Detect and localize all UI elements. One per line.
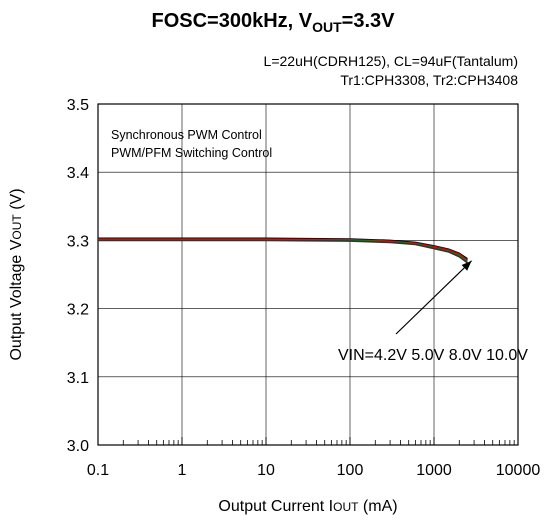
arrow-head [461, 260, 472, 271]
y-tick-label: 3.1 [67, 370, 89, 387]
chart-title: FOSC=300kHz, VOUT=3.3V [151, 10, 395, 35]
series-arrow-group: VIN=4.2V 5.0V 8.0V 10.0V [338, 260, 528, 364]
axis-titles: Output Current IOUT (mA)Output Voltage V… [8, 188, 398, 515]
y-axis-title-suffix: (V) [8, 188, 25, 214]
chart-subtitle-line: Tr1:CPH3308, Tr2:CPH3408 [340, 72, 518, 88]
x-tick-label: 10000 [496, 462, 541, 479]
chart-subtitle-line: L=22uH(CDRH125), CL=94uF(Tantalum) [264, 53, 518, 69]
x-tick-label: 1 [178, 462, 187, 479]
arrow-shaft [395, 260, 472, 335]
series-line [98, 238, 468, 263]
y-axis-title-subscript: OUT [10, 214, 24, 240]
chart-title-main: FOSC=300kHz, V [151, 10, 312, 32]
annotation-label: Synchronous PWM Control [111, 128, 262, 142]
series-label: VIN=4.2V 5.0V 8.0V 10.0V [338, 347, 528, 364]
plot-area [97, 103, 519, 446]
annotation-label: PWM/PFM Switching Control [111, 146, 272, 160]
x-axis-title-suffix: (mA) [358, 498, 397, 515]
y-tick-label: 3.4 [67, 165, 89, 182]
series-line [98, 237, 468, 260]
y-tick-label: 3.5 [67, 97, 89, 114]
chart-title-subscript: OUT [312, 19, 342, 35]
series-line [98, 239, 468, 264]
minor-ticks [97, 437, 519, 445]
y-tick-label: 3.0 [67, 438, 89, 455]
y-tick-label: 3.3 [67, 233, 89, 250]
x-axis-title: Output Current IOUT (mA) [218, 498, 397, 515]
x-tick-label: 100 [337, 462, 364, 479]
annotation-group: Synchronous PWM Control PWM/PFM Switching… [111, 128, 272, 160]
series-line [98, 238, 468, 261]
x-tick-label: 10 [257, 462, 275, 479]
series-group [98, 237, 468, 264]
x-tick-label: 1000 [416, 462, 452, 479]
x-axis-title-main: Output Current I [218, 498, 333, 515]
x-tick-label: 0.1 [87, 462, 109, 479]
chart-title-group: FOSC=300kHz, VOUT=3.3V L=22uH(CDRH125), C… [151, 10, 518, 88]
y-axis-title: Output Voltage VOUT (V) [8, 188, 25, 360]
x-axis-title-subscript: OUT [333, 500, 359, 514]
chart-title-suffix: =3.3V [342, 10, 395, 32]
y-tick-label: 3.2 [67, 302, 89, 319]
tick-labels: 3.0 3.1 3.2 3.3 3.4 3.5 0.1 1 10 100 1000 10000 [67, 97, 541, 479]
y-axis-title-main: Output Voltage V [8, 239, 25, 360]
